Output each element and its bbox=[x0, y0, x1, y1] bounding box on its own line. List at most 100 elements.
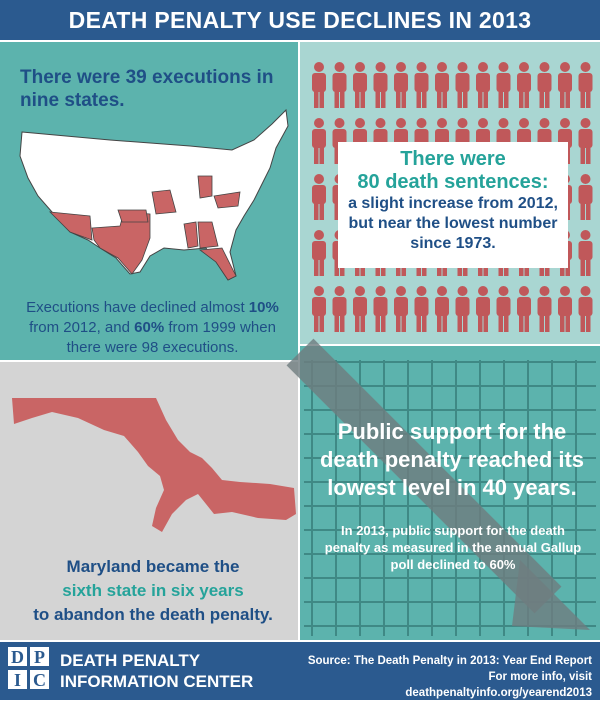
person-leg bbox=[498, 314, 503, 332]
person-leg bbox=[498, 90, 503, 108]
person-leg bbox=[545, 314, 550, 332]
sentences-box: There were 80 death sentences: a slight … bbox=[338, 142, 568, 268]
person-body bbox=[332, 73, 347, 92]
org-name: DEATH PENALTY INFORMATION CENTER bbox=[60, 650, 253, 692]
header-bar bbox=[0, 0, 600, 40]
grid-lines bbox=[304, 360, 596, 636]
person-body bbox=[517, 297, 531, 316]
person-head bbox=[478, 62, 488, 72]
person-icon bbox=[353, 286, 367, 332]
source: Source: The Death Penalty in 2013: Year … bbox=[300, 653, 592, 701]
person-body bbox=[394, 73, 408, 92]
person-leg bbox=[524, 90, 529, 108]
person-leg bbox=[375, 314, 380, 332]
sentences-line: There were bbox=[400, 148, 506, 170]
florida bbox=[198, 247, 237, 281]
person-icon bbox=[578, 286, 593, 332]
oklahoma bbox=[117, 209, 149, 223]
person-body bbox=[578, 241, 593, 260]
person-body bbox=[312, 73, 326, 92]
person-body bbox=[578, 129, 593, 148]
person-head bbox=[498, 286, 509, 296]
person-body bbox=[517, 73, 531, 92]
person-leg bbox=[483, 314, 488, 332]
person-leg bbox=[334, 202, 339, 220]
person-leg bbox=[504, 90, 509, 108]
person-head bbox=[457, 62, 468, 72]
person-head bbox=[519, 62, 529, 72]
person-head bbox=[560, 286, 570, 296]
person-body bbox=[496, 73, 511, 92]
person-head bbox=[416, 118, 427, 128]
maryland-line: Maryland became the bbox=[66, 557, 240, 576]
person-leg bbox=[539, 314, 544, 332]
maryland-map bbox=[12, 398, 296, 532]
person-head bbox=[314, 230, 324, 240]
person-body bbox=[373, 297, 388, 316]
person-leg bbox=[463, 90, 468, 108]
person-icon bbox=[537, 286, 552, 332]
note-text: from 2012, and bbox=[29, 319, 130, 336]
maryland-line: sixth state in six years bbox=[62, 581, 244, 600]
person-icon bbox=[517, 286, 531, 332]
person-head bbox=[457, 118, 468, 128]
support-heading: Public support for the death penalty rea… bbox=[319, 419, 585, 500]
person-leg bbox=[381, 90, 386, 108]
person-leg bbox=[580, 258, 585, 276]
person-head bbox=[580, 174, 591, 184]
person-icon bbox=[455, 62, 470, 108]
person-head bbox=[580, 118, 591, 128]
person-icon bbox=[496, 286, 511, 332]
person-head bbox=[580, 62, 591, 72]
person-head bbox=[355, 286, 365, 296]
person-icon bbox=[394, 62, 408, 108]
person-head bbox=[314, 62, 324, 72]
person-icon bbox=[517, 62, 531, 108]
person-body bbox=[353, 73, 367, 92]
person-body bbox=[476, 73, 490, 92]
person-leg bbox=[375, 90, 380, 108]
person-leg bbox=[319, 314, 324, 332]
person-icon bbox=[578, 62, 593, 108]
sentences-line: a slight increase from 2012, but near th… bbox=[348, 195, 558, 252]
person-leg bbox=[416, 314, 421, 332]
logo-letter: P bbox=[30, 647, 49, 667]
support-note: In 2013, public support for the death pe… bbox=[324, 523, 582, 572]
person-head bbox=[539, 118, 550, 128]
note-text: from 1999 when there were 98 executions. bbox=[66, 319, 276, 356]
person-leg bbox=[360, 314, 365, 332]
person-head bbox=[396, 62, 406, 72]
person-icon bbox=[373, 286, 388, 332]
person-leg bbox=[355, 314, 360, 332]
person-icon bbox=[476, 62, 490, 108]
person-head bbox=[498, 118, 509, 128]
person-leg bbox=[586, 258, 591, 276]
person-icon bbox=[312, 174, 326, 220]
executions-note: Executions have declined almost 10% from… bbox=[10, 298, 295, 358]
person-leg bbox=[314, 146, 319, 164]
person-icon bbox=[353, 62, 367, 108]
person-leg bbox=[319, 258, 324, 276]
person-leg bbox=[401, 90, 406, 108]
decline-arrow bbox=[286, 338, 590, 630]
person-head bbox=[334, 286, 345, 296]
person-leg bbox=[545, 90, 550, 108]
arizona bbox=[48, 211, 93, 241]
missouri bbox=[151, 189, 177, 215]
note-figure: 10% bbox=[248, 299, 279, 316]
person-leg bbox=[334, 146, 339, 164]
person-leg bbox=[524, 314, 529, 332]
person-icon bbox=[496, 62, 511, 108]
person-leg bbox=[586, 314, 591, 332]
person-icon bbox=[332, 286, 347, 332]
person-head bbox=[334, 62, 345, 72]
person-head bbox=[580, 230, 591, 240]
person-leg bbox=[334, 90, 339, 108]
person-head bbox=[334, 118, 345, 128]
source-line: For more info, visit deathpenaltyinfo.or… bbox=[405, 671, 592, 699]
person-head bbox=[437, 118, 447, 128]
person-body bbox=[496, 297, 511, 316]
person-leg bbox=[560, 314, 565, 332]
